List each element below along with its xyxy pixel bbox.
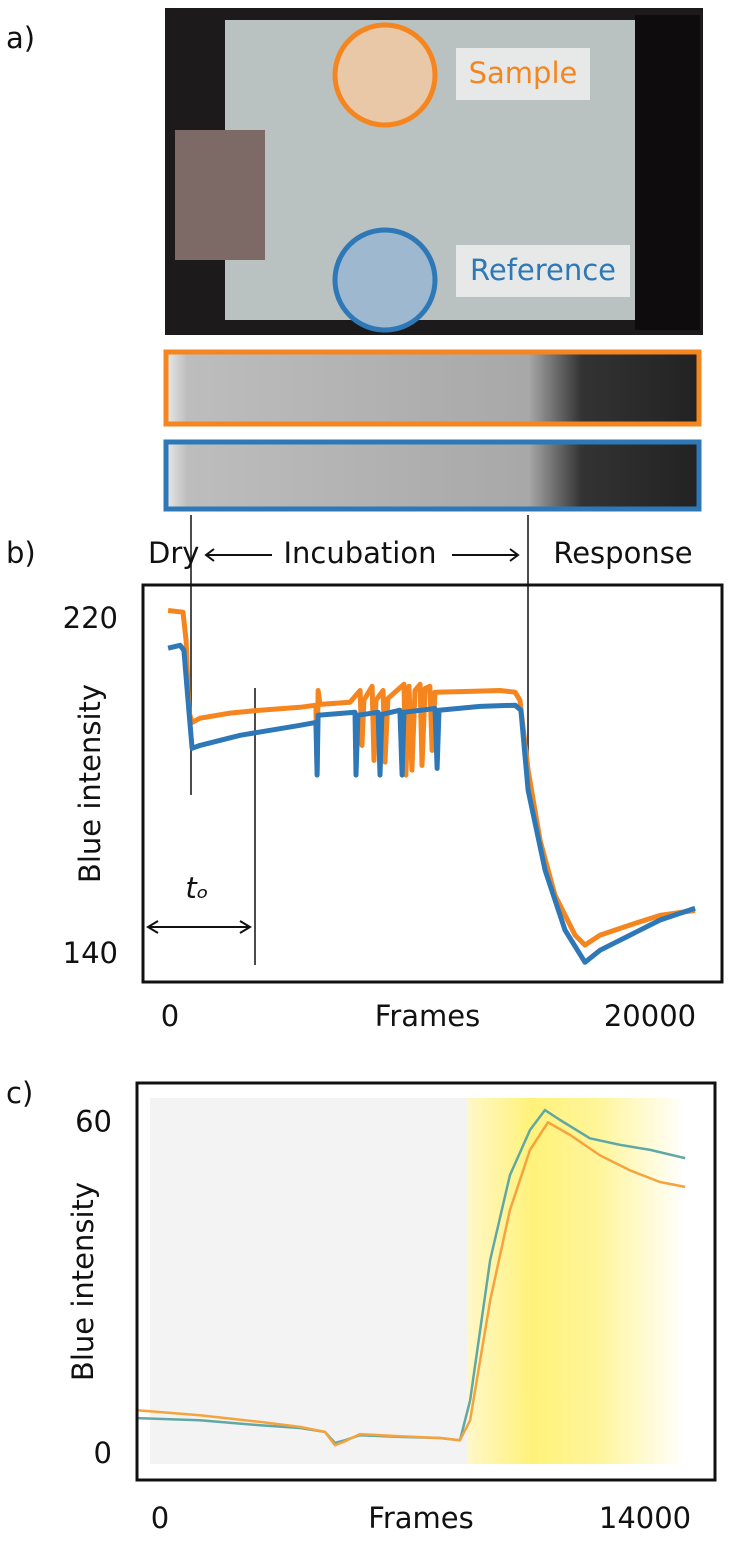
y-axis-label: Blue intensity	[73, 684, 107, 883]
x-axis-label: Frames	[368, 1501, 473, 1535]
reference-strip	[163, 439, 702, 512]
arrow	[452, 548, 520, 562]
data-line	[167, 608, 696, 948]
sample-strip	[163, 349, 702, 427]
y-axis-label: Blue intensity	[66, 1182, 100, 1381]
data-line	[137, 1121, 686, 1447]
panel-label: b)	[6, 536, 36, 570]
panel-label: a)	[6, 21, 35, 55]
annotation: Dry	[148, 536, 199, 570]
annotation-bg	[275, 537, 445, 573]
photo-detail	[635, 15, 700, 330]
x-tick-label: 14000	[599, 1501, 691, 1535]
y-tick-label: 140	[63, 936, 118, 970]
annotation: Incubation	[284, 536, 437, 570]
y-tick-label: 60	[75, 1104, 112, 1138]
reference-circle	[332, 227, 438, 333]
plot-frame	[141, 583, 724, 984]
arrow	[146, 920, 252, 934]
x-tick-label: 0	[151, 1501, 169, 1535]
annotation: tₒ	[185, 871, 208, 905]
data-line	[167, 642, 696, 965]
sample-label: Sample	[469, 56, 578, 90]
reference-label: Reference	[470, 253, 616, 287]
y-tick-label: 220	[63, 601, 118, 635]
arrow	[204, 548, 272, 562]
label-box	[456, 245, 630, 297]
y-tick-label: 0	[94, 1436, 112, 1470]
label-box	[456, 48, 590, 100]
plot-frame	[135, 1081, 717, 1482]
phase-region	[467, 1098, 685, 1464]
photo-detail	[175, 130, 265, 260]
panel-label: c)	[6, 1076, 33, 1110]
sample-circle	[332, 22, 438, 128]
annotation: Response	[553, 536, 692, 570]
x-axis-label: Frames	[375, 999, 480, 1033]
phase-region	[150, 1098, 467, 1464]
x-tick-label: 20000	[604, 999, 696, 1033]
x-tick-label: 0	[161, 999, 179, 1033]
arrows	[146, 548, 520, 934]
